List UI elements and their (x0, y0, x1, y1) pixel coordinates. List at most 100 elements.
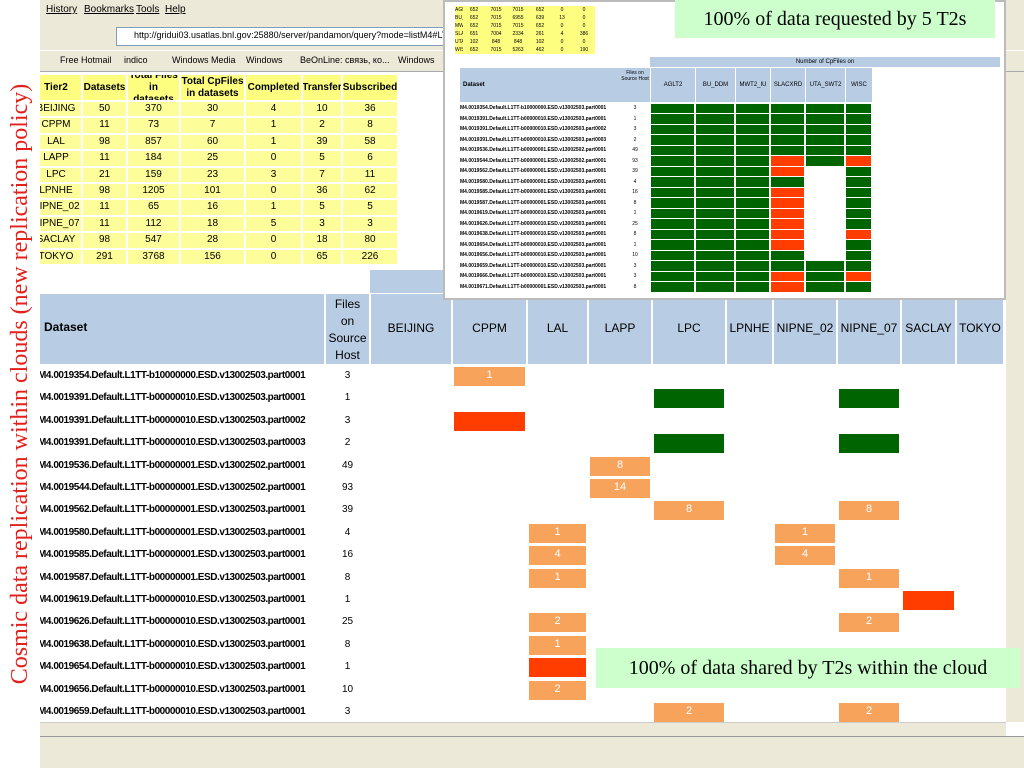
tier2-cell: 0 (245, 183, 302, 200)
tier2-value: 50 (98, 103, 111, 114)
url[interactable]: http://gridui03.usatlas.bnl.gov:25880/se… (134, 30, 444, 40)
dataset-name: M4.0019562.Default.L1TT-b00000001.ESD.v1… (38, 504, 306, 516)
inset-group-header: Number of CpFiles on (650, 57, 1000, 67)
tier2-value: 36 (364, 103, 376, 114)
inset-files: 3 (633, 262, 637, 269)
inset-cell (696, 282, 734, 292)
inset-cell (696, 208, 734, 218)
replica-cell (839, 389, 899, 409)
inset-cell (771, 166, 804, 176)
tier2-value: 11 (99, 152, 110, 164)
tier2-cell: 5 (302, 199, 342, 216)
bookmark[interactable]: indico (124, 55, 148, 65)
files: 2 (344, 437, 351, 449)
dataset-name: M4.0019580.Default.L1TT-b00000001.ESD.v1… (38, 526, 306, 538)
inset-summary-cell: 7004 (485, 30, 507, 38)
tier2-value: 21 (98, 168, 111, 180)
inset-cell (651, 124, 694, 134)
bookmark[interactable]: Free Hotmail (60, 55, 112, 65)
tier2-value: 112 (145, 217, 162, 229)
replica-count: 14 (613, 481, 627, 493)
tier2-cell: LPNHE (30, 183, 82, 200)
inset-summary-cell: 102 (463, 38, 485, 46)
tier2-value: 5 (367, 201, 373, 213)
inset-summary-cell: 0 (551, 46, 573, 54)
inset-cell (846, 198, 871, 208)
inset-cell (736, 219, 769, 229)
inset-files: 93 (632, 157, 638, 164)
tier2-value: 62 (364, 185, 376, 196)
replica-cell (903, 591, 954, 610)
tier2-value: 18 (206, 217, 219, 229)
tier2-cell: 3768 (127, 248, 180, 265)
inset-cell (736, 177, 769, 187)
tier2-cell: 8 (342, 117, 398, 134)
site-header (652, 293, 726, 365)
inset-dataset: M4.0019671.Default.L1TT-b00000001.ESD.v1… (460, 283, 607, 290)
replica-cell (454, 411, 525, 431)
inset-cell (651, 135, 694, 145)
inset-cell (696, 156, 734, 166)
inset-cell (806, 114, 844, 124)
tier2-value: 0 (270, 152, 277, 164)
bookmark[interactable]: Windows (398, 55, 435, 65)
site-name: LPNHE (729, 321, 770, 335)
files: 16 (341, 549, 354, 561)
inset-summary-cell: 7015 (485, 22, 507, 30)
tier2-value: 1 (270, 119, 277, 131)
inset-cell (846, 229, 871, 239)
tier2-value: 1 (270, 201, 277, 213)
replica-count: 1 (554, 637, 561, 650)
tier2-value: 4 (270, 103, 277, 114)
tier2-cell: 5 (302, 150, 342, 167)
inset-cell (806, 124, 844, 134)
inset-summary-cell: 5263 (507, 46, 529, 54)
site-name: LAPP (604, 321, 636, 335)
files: 3 (344, 414, 351, 426)
inset-dataset: M4.0019659.Default.L1TT-b00000010.ESD.v1… (460, 262, 607, 269)
replica-count: 1 (865, 570, 873, 583)
bookmark[interactable]: BeOnLine: связь, ко... (300, 55, 390, 65)
dataset-name: M4.0019656.Default.L1TT-b00000010.ESD.v1… (38, 683, 306, 695)
menu-item[interactable]: Help (165, 4, 186, 15)
tier2-cell: 2 (302, 117, 342, 134)
inset-cell (651, 187, 694, 197)
inset-dataset: M4.0019585.Default.L1TT-b00000001.ESD.v1… (460, 189, 607, 195)
inset-dataset: M4.0019638.Default.L1TT-b00000010.ESD.v1… (460, 231, 607, 237)
inset-files: 1 (633, 241, 637, 248)
replica-count: 2 (554, 682, 561, 695)
inset-site: AGLT2 (650, 68, 695, 102)
inset-cell (806, 198, 844, 208)
inset-summary-cell: 0 (551, 22, 573, 30)
tier2-cell: 156 (180, 248, 245, 265)
menu-item[interactable]: Tools (136, 4, 160, 15)
tier2-cell: 11 (342, 166, 398, 183)
inset-cell (736, 156, 769, 166)
inset-cell (651, 166, 694, 176)
menu-item[interactable]: Bookmarks (84, 4, 135, 15)
inset-cell (771, 219, 804, 229)
inset-cell (696, 261, 734, 271)
replica-cell: 1 (839, 568, 899, 588)
inset-files: 4 (633, 178, 637, 185)
site-header (588, 293, 652, 365)
inset-cell (771, 208, 804, 218)
tier2-value: SACLAY (36, 234, 76, 246)
tier2-cell: 3 (302, 215, 342, 233)
tier2-cell: 0 (245, 248, 302, 265)
site-name: CPPM (472, 321, 507, 335)
tier2-value: LPC (46, 168, 66, 180)
tier2-header-text: Total CpFiles in datasets (181, 75, 244, 99)
inset-site: MWT2_IU (735, 68, 770, 102)
bookmark[interactable]: Windows (246, 55, 283, 65)
inset-dataset: M4.0019544.Default.L1TT-b00000001.ESD.v1… (460, 157, 607, 164)
tier2-header-text: Subscribed (343, 81, 397, 93)
bookmark[interactable]: Windows Media (172, 55, 236, 65)
menu-item[interactable]: History (46, 4, 78, 15)
inset-summary-cell: SLACXRD (455, 30, 463, 38)
inset-summary-cell: 848 (507, 38, 529, 46)
inset-cell (696, 135, 734, 145)
inset-cell (651, 240, 694, 250)
tier2-value: 10 (316, 103, 328, 114)
